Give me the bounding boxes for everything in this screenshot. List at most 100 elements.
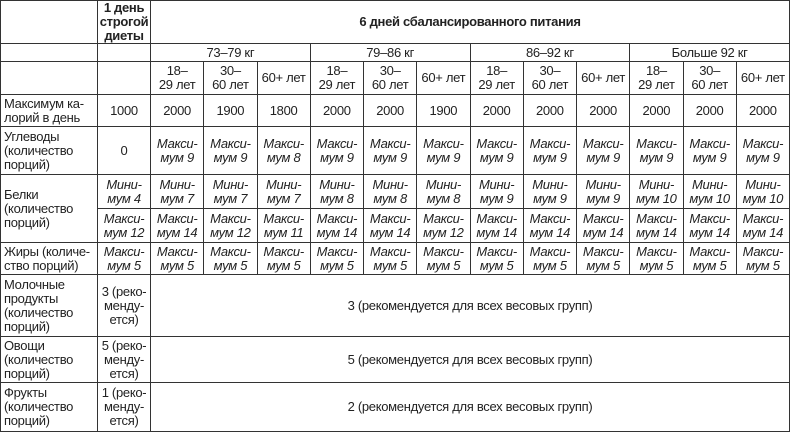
age-group-header: 60+ лет (735, 61, 790, 95)
value-cell: 2000 (682, 94, 737, 127)
value-cell: Макси- мум 9 (309, 126, 365, 175)
value-cell: Макси- мум 14 (469, 208, 524, 243)
value-cell: Макси- мум 9 (522, 126, 578, 175)
value-cell: 1900 (416, 94, 471, 127)
value-cell: Макси- мум 14 (362, 208, 418, 243)
value-cell: 2000 (735, 94, 790, 127)
value-cell: Макси- мум 14 (149, 208, 205, 243)
value-cell: Макси- мум 14 (575, 208, 631, 243)
strict-value: 1000 (97, 94, 151, 127)
strict-day-header: 1 день строгой диеты (97, 0, 151, 44)
value-cell: 2000 (575, 94, 631, 127)
empty-cell (0, 43, 98, 62)
value-cell: Макси- мум 8 (256, 126, 311, 175)
value-cell: Макси- мум 5 (256, 242, 311, 275)
value-cell: Макси- мум 9 (362, 126, 418, 175)
value-cell: Макси- мум 9 (149, 126, 205, 175)
value-cell: Макси- мум 9 (629, 126, 684, 175)
value-cell: Мини- мум 8 (416, 174, 471, 209)
table-row: Углеводы (количество порций) 0 Макси- мум … (0, 126, 790, 175)
weight-group-header: Больше 92 кг (629, 43, 790, 62)
value-cell: Макси- мум 5 (362, 242, 418, 275)
value-cell: Макси- мум 14 (735, 208, 790, 243)
value-cell: Макси- мум 9 (416, 126, 471, 175)
value-cell: Макси- мум 9 (735, 126, 790, 175)
table-row: Белки (количество порций) Мини- мум 4 Мини… (0, 174, 790, 243)
row-label: Максимум ка- лорий в день (0, 94, 98, 127)
row-label: Белки (количество порций) (0, 174, 98, 243)
value-cell: Макси- мум 5 (522, 242, 578, 275)
strict-value: Мини- мум 4 (97, 174, 151, 209)
value-cell: Макси- мум 12 (416, 208, 471, 243)
weight-group-header: 86–92 кг (469, 43, 631, 62)
value-cell: Мини- мум 7 (149, 174, 205, 209)
empty-cell (97, 61, 151, 95)
table-row: Молочные продукты (количество порций) 3 (… (0, 274, 790, 337)
value-cell: Макси- мум 14 (522, 208, 578, 243)
strict-value: 1 (реко- менду- ется) (97, 382, 151, 432)
table-row: Макси- мум 12 Макси- мум 14 Макси- мум 12 М… (1, 208, 790, 243)
table-row: Максимум ка- лорий в день 1000 2000 1900 180… (0, 94, 790, 127)
value-cell: Макси- мум 5 (575, 242, 631, 275)
strict-value: 5 (реко- менду- ется) (97, 336, 151, 383)
value-cell: Макси- мум 9 (469, 126, 524, 175)
value-cell: 2000 (629, 94, 684, 127)
row-label: Жиры (количе- ство порций) (0, 242, 98, 275)
empty-cell (97, 43, 151, 62)
weight-group-header: 73–79 кг (150, 43, 311, 62)
value-cell: Макси- мум 5 (309, 242, 365, 275)
value-cell: Мини- мум 7 (203, 174, 258, 209)
value-cell: 1900 (203, 94, 258, 127)
value-cell: Макси- мум 5 (735, 242, 790, 275)
value-cell: Мини- мум 9 (469, 174, 524, 209)
table-row: Фрукты (количество порций) 1 (реко- менду… (0, 382, 790, 432)
weight-row: 73–79 кг 79–86 кг 86–92 кг Больше 92 кг (0, 43, 790, 62)
value-cell: Мини- мум 9 (575, 174, 631, 209)
value-cell: Макси- мум 9 (203, 126, 258, 175)
table-row: Овощи (количество порций) 5 (реко- менду-… (0, 336, 790, 383)
row-label: Углеводы (количество порций) (0, 126, 98, 175)
value-cell: 2000 (362, 94, 418, 127)
header-row: 1 день строгой диеты 6 дней сбалансирован… (0, 0, 790, 44)
value-cell: 2000 (149, 94, 205, 127)
value-cell: Мини- мум 9 (522, 174, 578, 209)
age-group-header: 18– 29 лет (469, 61, 524, 95)
value-cell: 2000 (469, 94, 524, 127)
age-group-header: 30– 60 лет (522, 61, 578, 95)
value-cell: Мини- мум 8 (309, 174, 365, 209)
value-cell: Мини- мум 8 (362, 174, 418, 209)
balanced-header: 6 дней сбалансированного питания (150, 0, 790, 44)
merged-value: 5 (рекомендуется для всех весовых групп) (150, 336, 790, 383)
row-label: Фрукты (количество порций) (0, 382, 98, 432)
value-cell: Макси- мум 5 (149, 242, 205, 275)
age-group-header: 18– 29 лет (629, 61, 684, 95)
row-label: Овощи (количество порций) (0, 336, 98, 383)
strict-value: Макси- мум 5 (97, 242, 151, 275)
value-cell: Макси- мум 9 (682, 126, 737, 175)
value-cell: Макси- мум 5 (416, 242, 471, 275)
age-group-header: 18– 29 лет (149, 61, 205, 95)
merged-value: 2 (рекомендуется для всех весовых групп) (150, 382, 790, 432)
value-cell: 2000 (309, 94, 365, 127)
value-cell: Макси- мум 14 (309, 208, 365, 243)
row-label: Молочные продукты (количество порций) (0, 274, 98, 337)
value-cell: Мини- мум 7 (256, 174, 311, 209)
age-group-header: 30– 60 лет (682, 61, 737, 95)
age-row: 18– 29 лет 30– 60 лет 60+ лет 18– 29 лет 30–… (0, 61, 790, 95)
value-cell: Макси- мум 5 (629, 242, 684, 275)
value-cell: Макси- мум 14 (629, 208, 684, 243)
value-cell: Макси- мум 5 (203, 242, 258, 275)
value-cell: Макси- мум 14 (682, 208, 737, 243)
strict-value: 3 (реко- менду- ется) (97, 274, 151, 337)
value-cell: Макси- мум 9 (575, 126, 631, 175)
age-group-header: 60+ лет (575, 61, 631, 95)
age-group-header: 60+ лет (416, 61, 471, 95)
value-cell: Мини- мум 10 (629, 174, 684, 209)
strict-value: 0 (97, 126, 151, 175)
age-group-header: 30– 60 лет (203, 61, 258, 95)
age-group-header: 30– 60 лет (362, 61, 418, 95)
value-cell: Макси- мум 5 (469, 242, 524, 275)
weight-group-header: 79–86 кг (309, 43, 471, 62)
value-cell: Мини- мум 10 (682, 174, 737, 209)
